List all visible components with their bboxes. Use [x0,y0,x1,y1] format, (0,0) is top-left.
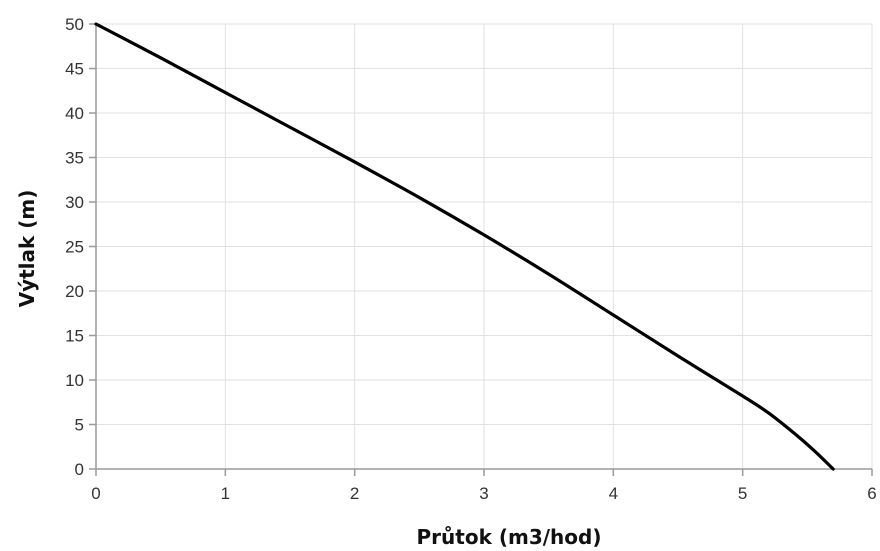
x-tick-label: 5 [738,484,747,503]
y-tick-label: 0 [75,460,84,479]
series [94,22,835,471]
y-tick-label: 25 [65,238,84,257]
x-tick-label: 4 [609,484,618,503]
x-tick-label: 6 [867,484,876,503]
y-tick-label: 40 [65,104,84,123]
y-axis-title: Výtlak (m) [15,190,39,308]
pump-curve-line [94,22,835,471]
x-axis-ticks: 0 1 2 3 4 5 6 [91,469,877,503]
x-tick-label: 1 [221,484,230,503]
y-tick-label: 5 [75,416,84,435]
y-tick-label: 20 [65,282,84,301]
y-tick-label: 45 [65,60,84,79]
x-tick-label: 3 [479,484,488,503]
y-axis-ticks: 0 5 10 15 20 25 30 35 40 45 50 [65,15,96,479]
y-tick-label: 50 [65,15,84,34]
grid [96,23,873,469]
x-tick-label: 0 [91,484,100,503]
x-axis-title: Průtok (m3/hod) [417,525,602,549]
y-tick-label: 15 [65,327,84,346]
y-tick-label: 35 [65,149,84,168]
y-tick-label: 30 [65,193,84,212]
x-tick-label: 2 [350,484,359,503]
y-tick-label: 10 [65,371,84,390]
